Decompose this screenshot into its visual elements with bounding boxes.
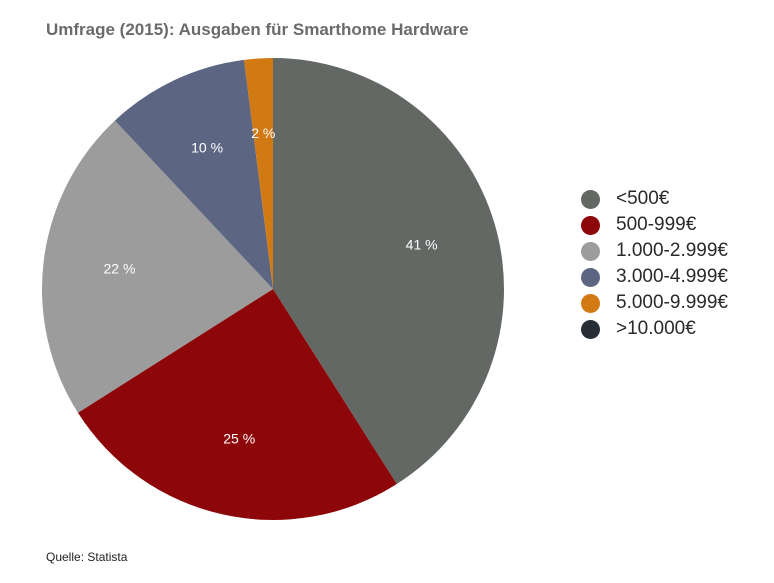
legend-label: 1.000-2.999€ bbox=[616, 240, 728, 261]
pie-slice-1-000-2-999 bbox=[42, 120, 274, 413]
legend-swatch bbox=[581, 319, 600, 339]
slice-value-label: 25 % bbox=[223, 431, 255, 447]
legend-item: <500€ bbox=[581, 186, 728, 212]
legend-swatch bbox=[581, 189, 600, 209]
legend-swatch bbox=[581, 267, 600, 287]
legend-item: 1.000-2.999€ bbox=[581, 238, 728, 264]
legend-swatch bbox=[581, 293, 600, 313]
pie-slice-500 bbox=[273, 58, 505, 485]
chart-title: Umfrage (2015): Ausgaben für Smarthome H… bbox=[46, 20, 469, 39]
slice-value-label: 2 % bbox=[251, 125, 275, 141]
slice-value-label: 22 % bbox=[103, 260, 135, 276]
legend-item: 5.000-9.999€ bbox=[581, 290, 728, 316]
slice-value-label: 41 % bbox=[406, 237, 438, 253]
pie-slice-labels: 41 % 25 % 22 % 10 % 2 % bbox=[103, 125, 437, 447]
legend: <500€ 500-999€ 1.000-2.999€ 3.000-4.999€ 5.0… bbox=[581, 186, 728, 342]
legend-item: 3.000-4.999€ bbox=[581, 264, 728, 290]
legend-label: <500€ bbox=[616, 188, 670, 209]
legend-label: >10.000€ bbox=[616, 318, 696, 339]
legend-label: 3.000-4.999€ bbox=[616, 266, 728, 287]
pie-slice-3-000-4-999 bbox=[114, 59, 273, 289]
pie-slice-500-999 bbox=[77, 289, 397, 521]
pie-slices bbox=[42, 58, 505, 521]
legend-item: >10.000€ bbox=[581, 316, 728, 342]
source-note: Quelle: Statista bbox=[46, 550, 128, 564]
legend-item: 500-999€ bbox=[581, 212, 728, 238]
legend-swatch bbox=[581, 241, 600, 261]
legend-label: 5.000-9.999€ bbox=[616, 292, 728, 313]
pie-slice-5-000-9-999 bbox=[244, 58, 273, 289]
legend-label: 500-999€ bbox=[616, 214, 697, 235]
legend-swatch bbox=[581, 215, 600, 235]
slice-value-label: 10 % bbox=[191, 140, 223, 156]
